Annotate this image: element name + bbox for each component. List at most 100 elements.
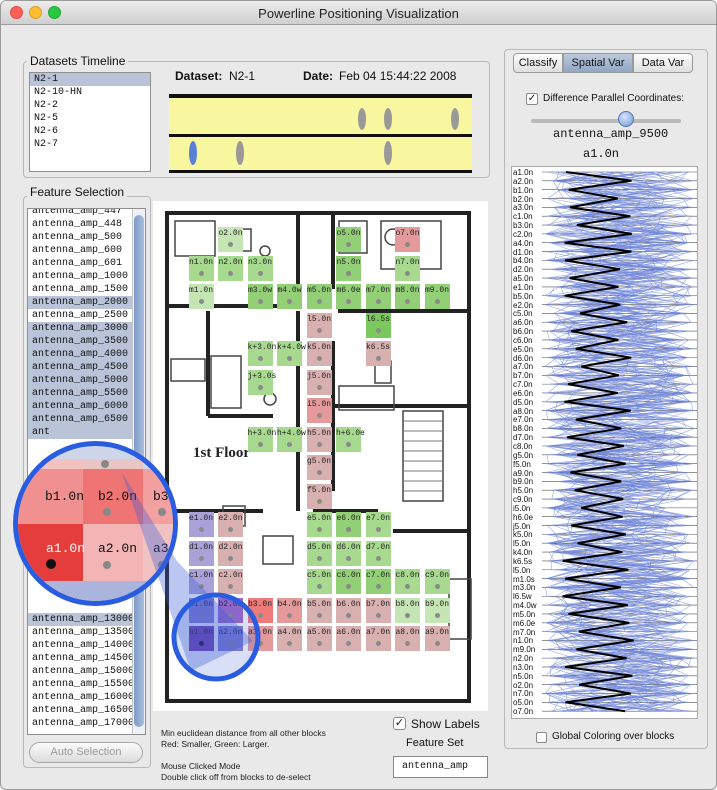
feature-item[interactable]: antenna_amp_16500 (32, 705, 135, 716)
location-block[interactable]: a5.0n (306, 626, 332, 651)
location-block[interactable]: k6.5s (365, 341, 391, 366)
location-block[interactable]: f5.0n (306, 483, 332, 509)
minimize-window-button[interactable] (29, 6, 42, 19)
dataset-item[interactable]: N2-5 (34, 113, 59, 124)
feature-item[interactable]: antenna_amp_13500 (32, 627, 135, 638)
location-block[interactable]: n5.0n (336, 255, 361, 281)
location-block[interactable]: h+4.0w (277, 426, 306, 452)
feature-item[interactable]: antenna_amp_17000 (32, 718, 135, 729)
location-block[interactable]: d5.0n (306, 540, 332, 566)
feature-item[interactable]: antenna_amp_2000 (28, 296, 134, 309)
location-block[interactable]: d6.0n (336, 540, 361, 566)
feature-slider-thumb[interactable] (617, 111, 634, 127)
feature-item[interactable]: antenna_amp_1000 (32, 271, 129, 282)
dataset-item[interactable]: N2-10-HN (34, 87, 83, 98)
location-block[interactable]: m5.0n (306, 284, 332, 309)
location-block[interactable]: n3.0n (247, 255, 273, 281)
location-block[interactable]: a6.0n (336, 626, 361, 651)
location-block[interactable]: m7.0n (365, 284, 391, 309)
location-block[interactable]: m8.0n (395, 284, 420, 309)
location-block[interactable]: m9.0n (424, 284, 450, 309)
feature-item[interactable]: antenna_amp_500 (32, 232, 123, 243)
global-coloring-checkbox[interactable] (536, 732, 547, 743)
feature-item[interactable]: antenna_amp_15000 (32, 666, 135, 677)
feature-item[interactable]: antenna_amp_14000 (32, 640, 135, 651)
feature-item[interactable]: antenna_amp_6500 (28, 413, 134, 426)
floor-plan-map[interactable]: 1st Floor o5.0n o7.0n o2.0n n1.0n n2.0n n3.0n… (153, 201, 488, 711)
location-block[interactable]: m3.0w (247, 284, 273, 309)
location-block[interactable]: k+4.0w (277, 341, 306, 366)
feature-item[interactable]: antenna_amp_5500 (28, 387, 134, 400)
feature-item[interactable]: antenna_amp_2500 (32, 310, 129, 321)
location-block[interactable]: m1.0n (188, 284, 214, 309)
dataset-item[interactable]: N2-6 (34, 126, 59, 137)
location-block[interactable]: b5.0n (306, 597, 332, 623)
diff-pc-checkbox[interactable]: ✓ (526, 93, 538, 105)
location-block[interactable]: h+3.0n (247, 426, 276, 452)
location-block[interactable]: o7.0n (395, 227, 420, 252)
tab-data-var[interactable]: Data Var (633, 53, 693, 73)
feature-item[interactable]: antenna_amp_3000 (28, 322, 134, 335)
location-block[interactable]: k+3.0n (247, 341, 276, 366)
location-block[interactable]: j5.0n (306, 369, 332, 395)
feature-item[interactable]: antenna_amp_4500 (28, 361, 134, 374)
location-block[interactable]: d2.0n (218, 540, 243, 566)
dataset-item[interactable]: N2-7 (34, 139, 59, 150)
feature-item[interactable]: antenna_amp_6000 (28, 400, 134, 413)
location-block[interactable]: l5.0n (306, 312, 332, 338)
timeline-event[interactable] (384, 141, 392, 165)
location-block[interactable]: b9.0n (424, 597, 450, 623)
feature-item[interactable]: antenna_amp_4000 (28, 348, 134, 361)
location-block[interactable]: c6.0n (336, 569, 361, 594)
location-block[interactable]: c1.0n (188, 569, 214, 594)
location-block[interactable]: i5.0n (306, 398, 332, 423)
feature-item[interactable]: antenna_amp_601 (32, 258, 123, 269)
location-block[interactable]: o5.0n (336, 227, 361, 252)
timeline-event[interactable] (236, 141, 244, 165)
tab-classify[interactable]: Classify (513, 53, 563, 73)
feature-item[interactable]: ant (28, 426, 134, 439)
location-block[interactable]: m4.0w (277, 284, 302, 309)
location-block[interactable]: d1.0n (188, 540, 214, 566)
feature-item[interactable]: antenna_amp_16000 (32, 692, 135, 703)
location-block[interactable]: h5.0n (306, 426, 332, 452)
zoom-window-button[interactable] (48, 6, 61, 19)
location-block[interactable]: e2.0n (218, 512, 243, 537)
feature-item[interactable]: antenna_amp_15500 (32, 679, 135, 690)
feature-set-field[interactable]: antenna_amp (393, 756, 488, 778)
timeline-event[interactable] (384, 108, 392, 130)
timeline-event[interactable] (451, 108, 459, 130)
location-block[interactable]: e1.0n (188, 512, 214, 537)
feature-item[interactable]: antenna_amp_447 (32, 208, 123, 217)
location-block[interactable]: e6.0n (336, 512, 361, 537)
location-block[interactable]: b6.0n (336, 597, 361, 623)
location-block[interactable]: m6.0e (336, 284, 361, 309)
location-block[interactable]: o2.0n (218, 227, 243, 252)
location-block[interactable]: a7.0n (365, 626, 391, 651)
location-block[interactable]: a2.0n (218, 626, 243, 651)
location-block[interactable]: c9.0n (424, 569, 450, 594)
location-block[interactable]: n2.0n (218, 255, 243, 281)
location-block[interactable]: c2.0n (218, 569, 243, 594)
location-block[interactable]: j+3.0s (247, 369, 276, 395)
feature-item[interactable]: antenna_amp_448 (32, 219, 123, 230)
timeline-strip[interactable] (169, 94, 472, 173)
datasets-list[interactable]: N2-1 N2-10-HN N2-2 N2-5 N2-6 N2-7 (29, 72, 151, 172)
location-block[interactable]: c7.0n (365, 569, 391, 594)
feature-item[interactable]: antenna_amp_600 (32, 245, 123, 256)
feature-item[interactable]: antenna_amp_14500 (32, 653, 135, 664)
show-labels-checkbox[interactable]: ✓ (393, 717, 406, 730)
location-block[interactable]: n1.0n (188, 255, 214, 281)
parallel-coordinates-plot[interactable]: a1.0n a2.0n b1.0n b2.0n a3.0n c1.0n b3.0n c2.0n… (511, 166, 698, 719)
location-block[interactable]: l6.5s (365, 312, 391, 338)
location-block[interactable]: e7.0n (365, 512, 391, 537)
location-block[interactable]: b7.0n (365, 597, 391, 623)
auto-selection-button[interactable]: Auto Selection (29, 742, 143, 763)
location-block[interactable]: a1.0n (188, 626, 214, 651)
location-block[interactable]: a4.0n (277, 626, 302, 651)
location-block[interactable]: a9.0n (424, 626, 450, 651)
location-block[interactable]: n7.0n (395, 255, 420, 281)
location-block[interactable]: d7.0n (365, 540, 391, 566)
feature-item[interactable]: antenna_amp_13000 (28, 613, 134, 626)
location-block[interactable]: a8.0n (395, 626, 420, 651)
